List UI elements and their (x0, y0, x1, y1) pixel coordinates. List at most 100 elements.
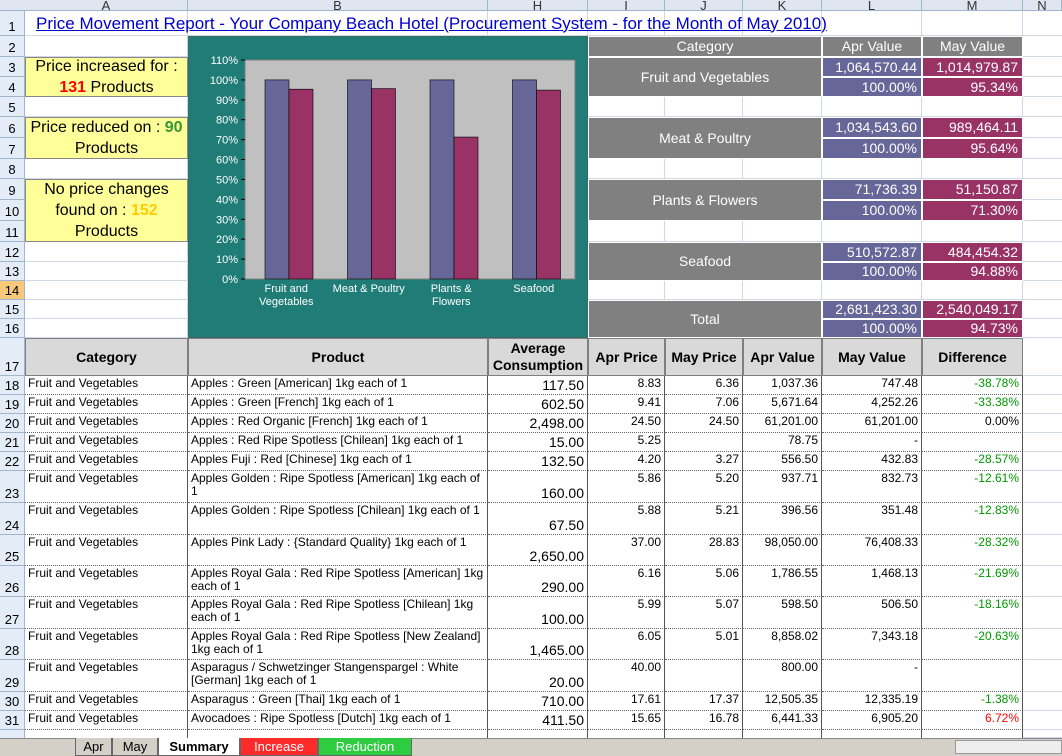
table-cell: -38.78% (922, 376, 1023, 395)
table-cell: Fruit and Vegetables (25, 597, 188, 629)
bar (536, 89, 561, 280)
row-header: 3 (0, 57, 25, 77)
table-cell: -12.83% (922, 503, 1023, 535)
may-share: 95.34% (922, 77, 1023, 97)
bar (347, 79, 372, 280)
x-tick-label: Meat & Poultry (332, 283, 405, 295)
sheet-tab[interactable]: Increase (240, 738, 318, 756)
table-cell: Fruit and Vegetables (25, 395, 188, 414)
table-cell (665, 433, 743, 452)
sheet-tab[interactable]: Summary (158, 738, 240, 756)
column-header: J (665, 0, 743, 11)
table-cell: Fruit and Vegetables (25, 566, 188, 597)
table-cell: 67.50 (488, 503, 588, 535)
summary-prefix: Price reduced on : (30, 119, 161, 136)
table-cell (488, 730, 588, 738)
summary-category: Meat & Poultry (588, 117, 822, 159)
table-cell: 5.06 (665, 566, 743, 597)
table-cell: -33.38% (922, 395, 1023, 414)
row-header: 10 (0, 200, 25, 221)
y-tick-label: 80% (216, 115, 238, 127)
table-cell: 937.71 (743, 471, 822, 503)
column-header: A (25, 0, 188, 11)
table-cell: 15.00 (488, 433, 588, 452)
may-value: 484,454.32 (922, 242, 1023, 262)
row-header: 1 (0, 11, 25, 36)
table-header: May Price (665, 338, 743, 376)
row-header: 11 (0, 221, 25, 242)
table-cell: Apples : Red Organic [French] 1kg each o… (188, 414, 488, 433)
table-cell: 290.00 (488, 566, 588, 597)
table-cell: 5.20 (665, 471, 743, 503)
table-cell: - (822, 660, 922, 692)
summary-category: Total (588, 300, 822, 338)
row-header: 15 (0, 300, 25, 319)
row-header: 30 (0, 692, 25, 711)
bar (371, 88, 396, 280)
y-tick-label: 110% (211, 55, 239, 67)
summary-count: 90 (164, 119, 183, 136)
table-cell: 6.05 (588, 629, 665, 660)
summary-text: Price increased for : 131 Products (29, 58, 184, 96)
table-cell: 78.75 (743, 433, 822, 452)
may-value: 989,464.11 (922, 117, 1023, 138)
table-cell (188, 730, 488, 738)
y-tick-label: 40% (216, 194, 238, 206)
table-cell: 7,343.18 (822, 629, 922, 660)
table-cell: 351.48 (822, 503, 922, 535)
table-cell: 5,671.64 (743, 395, 822, 414)
y-tick-label: 70% (216, 135, 238, 147)
row-header: 8 (0, 159, 25, 179)
sheet-tab[interactable]: Apr (75, 738, 112, 756)
table-cell: 61,201.00 (743, 414, 822, 433)
column-header: K (743, 0, 822, 11)
table-header: Average Consumption (488, 338, 588, 376)
may-share: 94.88% (922, 262, 1023, 281)
bar (288, 88, 314, 280)
table-cell: 12,505.35 (743, 692, 822, 711)
table-cell (25, 730, 188, 738)
table-cell: 2,650.00 (488, 535, 588, 566)
column-header: H (488, 0, 588, 11)
table-cell: Asparagus : Green [Thai] 1kg each of 1 (188, 692, 488, 711)
summary-text: No price changes found on : 152 Products (29, 180, 184, 241)
table-cell (588, 730, 665, 738)
table-cell: Fruit and Vegetables (25, 711, 188, 730)
y-tick-label: 90% (216, 95, 238, 107)
table-cell: -18.16% (922, 597, 1023, 629)
table-cell: Avocadoes : Ripe Spotless [Dutch] 1kg ea… (188, 711, 488, 730)
table-cell: Fruit and Vegetables (25, 660, 188, 692)
table-cell (743, 730, 822, 738)
table-cell: Apples Pink Lady : {Standard Quality} 1k… (188, 535, 488, 566)
table-cell: Fruit and Vegetables (25, 629, 188, 660)
table-cell: -20.63% (922, 629, 1023, 660)
table-cell: -28.57% (922, 452, 1023, 471)
horizontal-scrollbar[interactable] (955, 740, 1062, 754)
column-header-bar (0, 0, 1062, 11)
table-header: Apr Price (588, 338, 665, 376)
table-cell: 800.00 (743, 660, 822, 692)
table-cell: Apples Golden : Ripe Spotless [American]… (188, 471, 488, 503)
row-header: 20 (0, 414, 25, 433)
summary-header: May Value (922, 36, 1023, 57)
table-cell: Apples Royal Gala : Red Ripe Spotless [C… (188, 597, 488, 629)
table-cell: Fruit and Vegetables (25, 414, 188, 433)
sheet-tab[interactable]: May (112, 738, 158, 756)
row-header: 13 (0, 262, 25, 281)
table-cell: Apples Royal Gala : Red Ripe Spotless [N… (188, 629, 488, 660)
sheet-tab[interactable]: Reduction (318, 738, 412, 756)
table-cell: Apples Fuji : Red [Chinese] 1kg each of … (188, 452, 488, 471)
summary-box: No price changes found on : 152 Products (25, 179, 188, 242)
table-cell (922, 730, 1023, 738)
table-header: Difference (922, 338, 1023, 376)
x-tick-label: Seafood (513, 283, 555, 295)
table-cell (665, 660, 743, 692)
table-cell: 1,037.36 (743, 376, 822, 395)
table-cell: Apples : Red Ripe Spotless [Chilean] 1kg… (188, 433, 488, 452)
table-cell: 602.50 (488, 395, 588, 414)
row-header: 5 (0, 97, 25, 117)
row-header: 31 (0, 711, 25, 730)
apr-value: 510,572.87 (822, 242, 922, 262)
table-cell: 17.61 (588, 692, 665, 711)
table-cell: 3.27 (665, 452, 743, 471)
